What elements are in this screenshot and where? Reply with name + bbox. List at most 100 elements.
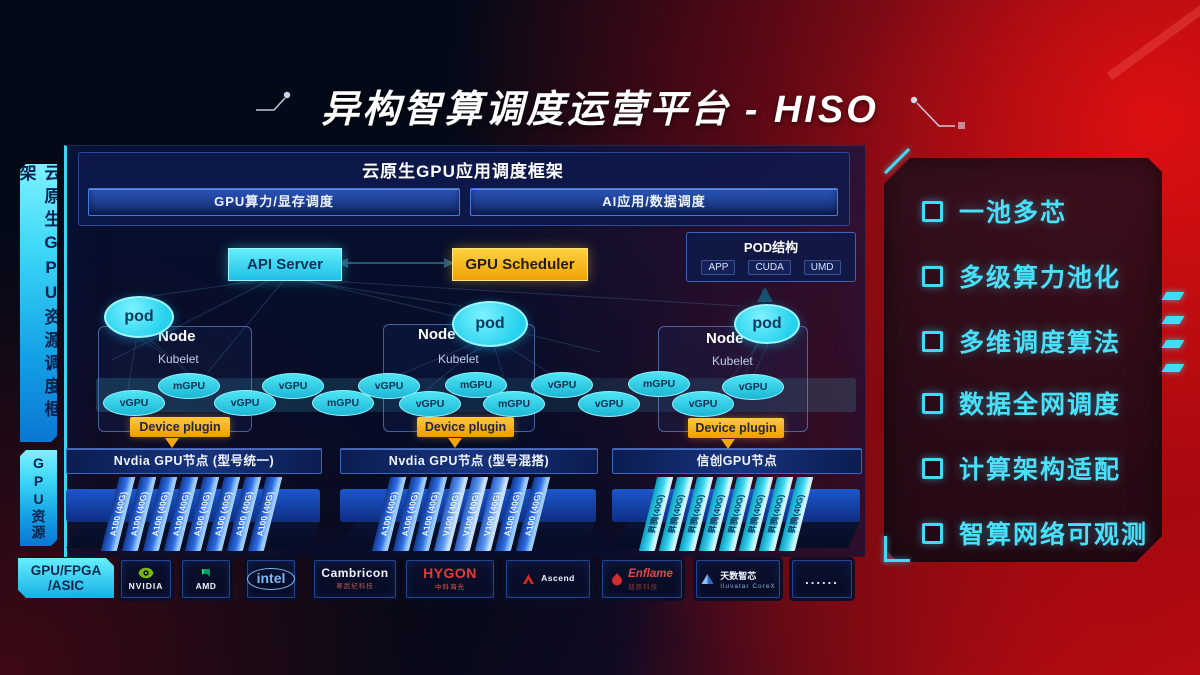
vgpu-ellipse: vGPU bbox=[722, 374, 784, 400]
feature-bullet-icon bbox=[922, 200, 943, 222]
feature-label: 多维调度算法 bbox=[959, 329, 1122, 357]
cyan-slash-deco bbox=[1161, 364, 1185, 372]
mgpu-ellipse: mGPU bbox=[445, 372, 507, 398]
node-label: Node bbox=[158, 328, 196, 345]
nvidia-eye-icon bbox=[138, 567, 154, 579]
ai-app-data-scheduling-bar: AI应用/数据调度 bbox=[470, 188, 838, 216]
pod-structure-title: POD结构 bbox=[743, 240, 799, 255]
sidebar-gpu-resource-label: GPU资源 bbox=[20, 450, 57, 546]
vendor-logo-nvidia: NVIDIA bbox=[121, 560, 171, 598]
gpu-node-group-header: 信创GPU节点 bbox=[612, 448, 862, 474]
vendor-logo-subtext: 燧原科技 bbox=[628, 583, 659, 591]
vendor-logo-cambricon: Cambricon 寒武纪科技 bbox=[314, 560, 396, 598]
feature-bullet-icon bbox=[922, 392, 943, 414]
vendor-logo-ascend: Ascend bbox=[506, 560, 590, 598]
node-label: Node bbox=[418, 326, 456, 343]
cyan-slash-deco bbox=[1161, 292, 1185, 300]
feature-label: 智算网络可观测 bbox=[959, 521, 1149, 549]
vendor-logo-enflame: Enflame 燧原科技 bbox=[602, 560, 682, 598]
device-plugin-box: Device plugin bbox=[688, 418, 784, 438]
vendor-logo-text: Enflame bbox=[628, 567, 673, 580]
feature-row: 多维调度算法 bbox=[922, 326, 1122, 357]
vgpu-ellipse: vGPU bbox=[531, 372, 593, 398]
cyan-slash-deco bbox=[1161, 316, 1185, 324]
gpu-node-group-header: Nvdia GPU节点 (型号混搭) bbox=[340, 448, 598, 474]
feature-row: 数据全网调度 bbox=[922, 388, 1122, 419]
vendor-category-line2: /ASIC bbox=[47, 578, 84, 593]
mgpu-ellipse: mGPU bbox=[628, 371, 690, 397]
feature-bullet-icon bbox=[922, 522, 943, 544]
vendor-logo-intel: intel bbox=[246, 560, 296, 598]
gpu-scheduler-box: GPU Scheduler bbox=[452, 248, 588, 281]
feature-bullet-icon bbox=[922, 330, 943, 352]
vgpu-ellipse: vGPU bbox=[103, 390, 165, 416]
pod-ellipse: pod bbox=[104, 296, 174, 338]
feature-label: 数据全网调度 bbox=[959, 391, 1122, 419]
node-label: Node bbox=[706, 330, 744, 347]
feature-row: 计算架构适配 bbox=[922, 453, 1122, 484]
feature-panel bbox=[884, 158, 1162, 562]
iluvatar-triangle-icon bbox=[701, 574, 714, 584]
vendor-logo-text: 天数智芯 bbox=[720, 570, 757, 581]
kubelet-label: Kubelet bbox=[438, 352, 479, 366]
vendor-logo-text: HYGON bbox=[423, 565, 477, 581]
ascend-logo-icon bbox=[523, 574, 535, 584]
vendor-logo-subtext: 中科海光 bbox=[435, 584, 465, 591]
feature-bullet-icon bbox=[922, 265, 943, 287]
pod-item-umd: UMD bbox=[803, 260, 841, 275]
pod-ellipse: pod bbox=[452, 301, 528, 347]
kubelet-label: Kubelet bbox=[158, 352, 199, 366]
amd-arrow-icon bbox=[202, 569, 210, 577]
vendor-logo-more: ...... bbox=[792, 560, 852, 598]
pod-item-app: APP bbox=[701, 260, 736, 275]
feature-row: 智算网络可观测 bbox=[922, 518, 1149, 549]
device-plugin-box: Device plugin bbox=[417, 417, 514, 437]
vendor-logo-hygon: HYGON 中科海光 bbox=[406, 560, 494, 598]
vendor-logo-subtext: 寒武纪科技 bbox=[336, 583, 374, 590]
pod-item-cuda: CUDA bbox=[748, 260, 791, 275]
feature-bullet-icon bbox=[922, 457, 943, 479]
device-plugin-down-arrow bbox=[165, 438, 179, 448]
feature-label: 一池多芯 bbox=[959, 199, 1068, 227]
sidebar-scheduling-framework-label: 云原生GPU资源调度框架 bbox=[20, 164, 57, 442]
vgpu-ellipse: vGPU bbox=[262, 373, 324, 399]
api-server-box: API Server bbox=[228, 248, 342, 281]
cyan-slash-deco bbox=[1161, 340, 1185, 348]
mgpu-ellipse: mGPU bbox=[158, 373, 220, 399]
feature-label: 多级算力池化 bbox=[959, 264, 1122, 292]
feature-label: 计算架构适配 bbox=[959, 456, 1122, 484]
pod-structure-box: POD结构 APP CUDA UMD bbox=[686, 232, 856, 282]
kubelet-label: Kubelet bbox=[712, 354, 753, 368]
vendor-category-line1: GPU/FPGA bbox=[30, 563, 102, 578]
panel-corner-accent-bottom-left-v bbox=[884, 536, 887, 562]
vendor-logo-text: AMD bbox=[195, 581, 217, 591]
device-plugin-box: Device plugin bbox=[130, 417, 230, 437]
red-slash-deco bbox=[1106, 0, 1200, 81]
panel-corner-accent-bottom-left-h bbox=[884, 559, 910, 562]
vendor-text-col: 天数智芯 Iluvatar CoreX bbox=[720, 569, 776, 590]
vgpu-ellipse: vGPU bbox=[399, 391, 461, 417]
device-plugin-down-arrow bbox=[721, 439, 735, 449]
vgpu-ellipse: vGPU bbox=[672, 391, 734, 417]
device-plugin-down-arrow bbox=[448, 438, 462, 448]
mgpu-ellipse: mGPU bbox=[483, 391, 545, 417]
feature-row: 多级算力池化 bbox=[922, 261, 1122, 292]
cloud-native-framework-title: 云原生GPU应用调度框架 bbox=[362, 162, 564, 181]
pod-ellipse: pod bbox=[734, 304, 800, 344]
intel-wordmark: intel bbox=[246, 568, 296, 590]
feature-row: 一池多芯 bbox=[922, 196, 1068, 227]
vendor-logo-iluvatar: 天数智芯 Iluvatar CoreX bbox=[696, 560, 780, 598]
mgpu-ellipse: mGPU bbox=[312, 390, 374, 416]
vendor-logo-subtext: Iluvatar CoreX bbox=[720, 582, 776, 590]
vendor-category-box: GPU/FPGA /ASIC bbox=[18, 558, 114, 598]
gpu-node-group-header: Nvdia GPU节点 (型号统一) bbox=[66, 448, 322, 474]
enflame-flame-icon bbox=[612, 572, 623, 585]
vgpu-ellipse: vGPU bbox=[578, 391, 640, 417]
vendor-logo-text: Cambricon bbox=[321, 566, 389, 580]
vendor-text-col: Enflame 燧原科技 bbox=[628, 568, 673, 591]
vendor-logo-amd: AMD bbox=[182, 560, 230, 598]
vendor-logo-text: Ascend bbox=[541, 573, 575, 583]
vgpu-ellipse: vGPU bbox=[214, 390, 276, 416]
gpu-compute-scheduling-bar: GPU算力/显存调度 bbox=[88, 188, 460, 216]
